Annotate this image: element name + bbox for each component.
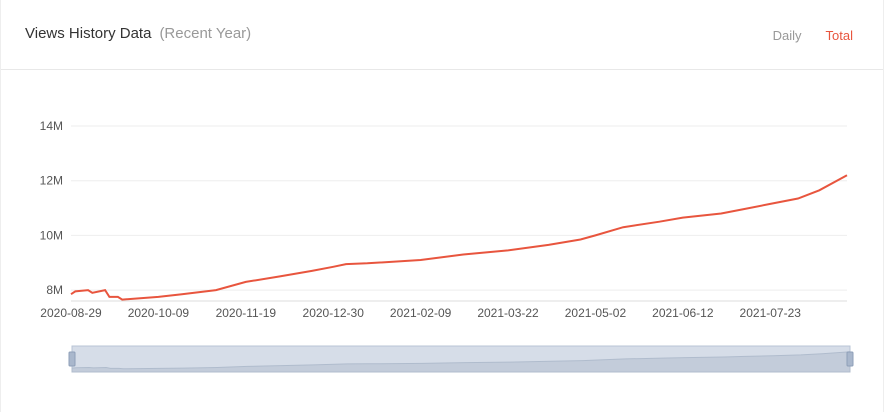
x-tick-label: 2021-07-23 xyxy=(740,306,802,320)
x-tick-label: 2020-11-19 xyxy=(216,306,277,320)
x-tick-label: 2021-06-12 xyxy=(652,306,714,320)
series-line xyxy=(70,174,848,301)
slider-handle-left[interactable] xyxy=(68,351,76,367)
tab-total[interactable]: Total xyxy=(825,28,853,43)
slider-handle-right[interactable] xyxy=(846,351,854,367)
x-tick-label: 2021-02-09 xyxy=(390,306,452,320)
zoom-slider[interactable] xyxy=(68,345,854,373)
view-mode-tabs: Daily Total xyxy=(773,28,853,43)
title-text: Views History Data xyxy=(25,25,152,42)
y-tick-label: 12M xyxy=(40,174,63,188)
x-axis-labels: 2020-08-29 2020-10-09 2020-11-19 2020-12-30… xyxy=(40,306,801,320)
card-header: Views History Data (Recent Year) Daily To… xyxy=(1,0,883,70)
tab-daily[interactable]: Daily xyxy=(772,28,802,43)
page-title: Views History Data (Recent Year) xyxy=(25,25,251,42)
views-line-chart: 8M 10M 12M 14M 2020-08-29 2020-10-09 2020-11-… xyxy=(40,119,854,373)
y-axis-labels: 8M 10M 12M 14M xyxy=(40,119,63,297)
slider-preview-area xyxy=(71,351,851,373)
y-tick-label: 10M xyxy=(40,228,63,242)
title-subtitle: (Recent Year) xyxy=(159,25,252,42)
y-tick-label: 8M xyxy=(46,283,63,297)
x-tick-label: 2020-10-09 xyxy=(128,306,190,320)
x-tick-label: 2020-12-30 xyxy=(303,306,365,320)
x-tick-label: 2020-08-29 xyxy=(40,306,102,320)
x-tick-label: 2021-05-02 xyxy=(565,306,627,320)
y-tick-label: 14M xyxy=(40,119,63,133)
x-tick-label: 2021-03-22 xyxy=(477,306,539,320)
grid-lines xyxy=(71,125,847,291)
